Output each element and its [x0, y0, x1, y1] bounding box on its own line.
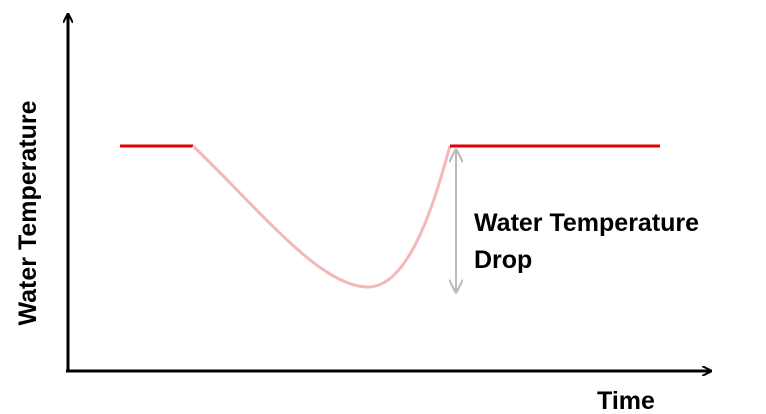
- temperature-curve: [191, 144, 452, 289]
- y-axis-label: Water Temperature: [14, 100, 42, 325]
- annotation-line: Water Temperature: [474, 209, 699, 237]
- annotation-line: Drop: [474, 246, 532, 274]
- x-axis-label: Time: [597, 387, 655, 414]
